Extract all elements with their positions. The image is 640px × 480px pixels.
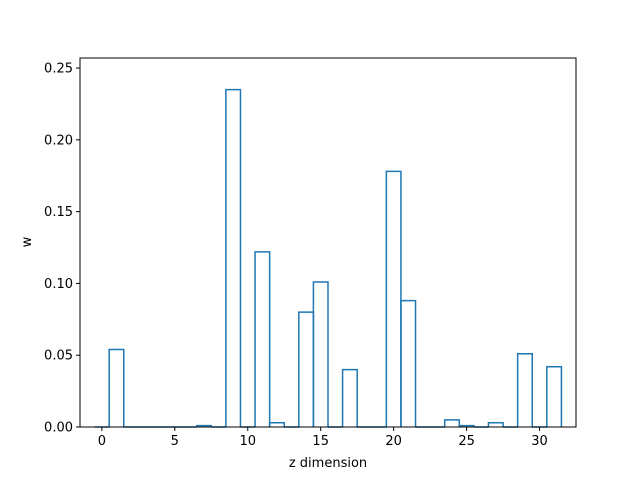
x-tick-label: 20 [385, 434, 402, 449]
y-tick-label: 0.10 [44, 277, 73, 292]
y-axis-ticks: 0.00 0.05 0.10 0.15 0.20 0.25 [44, 62, 80, 436]
histogram-bar [487, 421, 504, 427]
y-tick-label: 0.15 [44, 205, 73, 220]
histogram-bar [312, 281, 329, 427]
x-tick-label: 10 [239, 434, 256, 449]
histogram-bar [400, 299, 417, 427]
histogram-bar [254, 251, 271, 427]
y-tick-label: 0.05 [44, 349, 73, 364]
histogram-bar [195, 424, 213, 427]
histogram-bar [268, 421, 285, 427]
x-tick-label: 15 [312, 434, 329, 449]
x-tick-label: 5 [171, 434, 179, 449]
y-tick-label: 0.25 [44, 62, 73, 77]
x-axis-label: z dimension [289, 456, 367, 471]
x-axis-ticks: 0 5 10 15 20 25 30 [98, 427, 548, 449]
histogram-bar [546, 365, 563, 427]
y-tick-label: 0.20 [44, 133, 73, 148]
histogram-bar [341, 368, 358, 427]
histogram-bar [516, 353, 533, 427]
histogram-bar [458, 424, 475, 427]
histogram-bar [385, 170, 402, 427]
plot-area [79, 57, 577, 428]
x-tick-label: 30 [531, 434, 548, 449]
axes-frame [79, 57, 577, 428]
y-tick-label: 0.00 [44, 421, 73, 436]
histogram-bar [225, 88, 242, 427]
x-tick-label: 25 [458, 434, 475, 449]
histogram-bar [443, 419, 461, 427]
histogram-bar [108, 348, 125, 427]
y-axis-label: w [20, 236, 35, 247]
x-tick-label: 0 [98, 434, 106, 449]
